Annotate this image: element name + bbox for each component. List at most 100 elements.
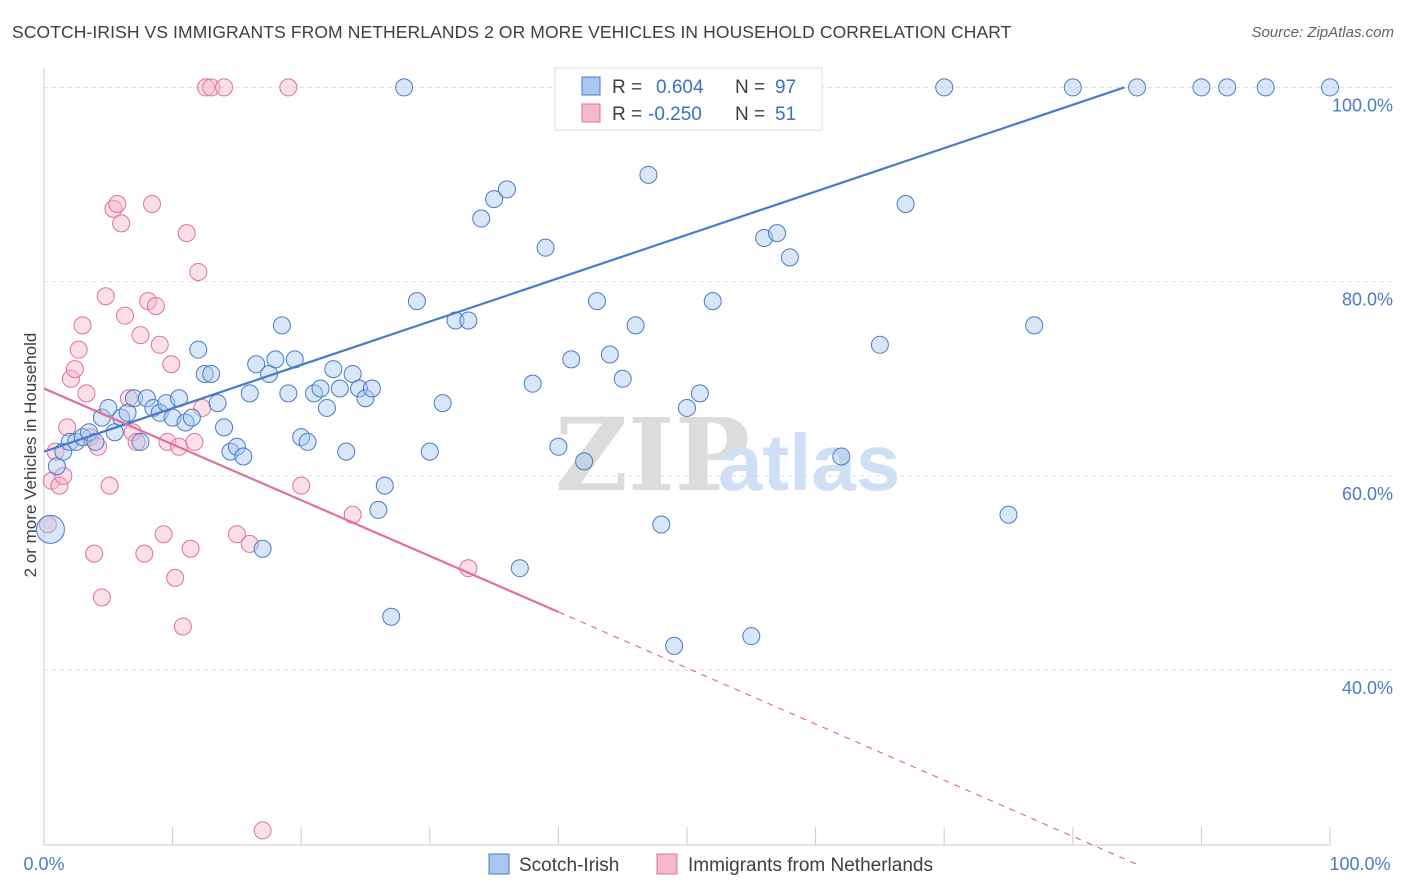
legend-r-label-blue: R = (612, 77, 642, 98)
y-tick-labels: 40.0% 60.0% 80.0% 100.0% (1332, 95, 1393, 698)
point-scotch-irish-74 (652, 515, 671, 534)
point-scotch-irish-49 (356, 389, 375, 408)
point-netherlands-5 (58, 418, 77, 437)
point-scotch-irish-23 (189, 340, 208, 359)
point-netherlands-13 (89, 437, 108, 456)
watermark-atlas: atlas (718, 418, 900, 507)
point-scotch-irish-67 (562, 350, 581, 369)
point-scotch-irish-52 (375, 476, 394, 495)
point-netherlands-20 (116, 306, 135, 325)
point-scotch-irish-59 (459, 311, 478, 330)
x-tick-label-100: 100.0% (1329, 854, 1390, 874)
legend-n-value-blue: 97 (775, 77, 796, 98)
point-scotch-irish-0 (35, 514, 65, 544)
x-tick-label-0: 0.0% (23, 854, 64, 874)
point-scotch-irish-51 (369, 500, 388, 519)
point-netherlands-15 (96, 287, 115, 306)
point-scotch-irish-24 (195, 364, 214, 383)
point-netherlands-9 (73, 316, 92, 335)
point-netherlands-48 (292, 476, 311, 495)
point-netherlands-10 (77, 384, 96, 403)
point-netherlands-37 (181, 539, 200, 558)
point-scotch-irish-72 (626, 316, 645, 335)
point-scotch-irish-83 (768, 224, 787, 243)
point-scotch-irish-43 (317, 398, 336, 417)
point-scotch-irish-29 (227, 437, 246, 456)
y-tick-label-40: 40.0% (1342, 678, 1393, 698)
point-netherlands-19 (112, 214, 131, 233)
point-netherlands-33 (166, 568, 185, 587)
point-netherlands-16 (100, 476, 119, 495)
point-scotch-irish-71 (613, 369, 632, 388)
point-scotch-irish-32 (247, 355, 266, 374)
point-netherlands-43 (215, 78, 234, 97)
legend-label-netherlands: Immigrants from Netherlands (688, 855, 933, 876)
point-scotch-irish-15 (137, 389, 156, 408)
series-netherlands-points (38, 78, 478, 840)
point-netherlands-24 (131, 326, 150, 345)
watermark-zip: ZIP (555, 396, 750, 514)
point-scotch-irish-55 (407, 292, 426, 311)
point-scotch-irish-54 (395, 78, 414, 97)
trend-line-scotch-irish (43, 86, 1125, 453)
point-scotch-irish-44 (324, 360, 343, 379)
point-netherlands-32 (162, 355, 181, 374)
point-scotch-irish-77 (690, 384, 709, 403)
series-legend: Scotch-Irish Immigrants from Netherlands (488, 853, 933, 876)
point-scotch-irish-37 (279, 384, 298, 403)
point-netherlands-30 (154, 525, 173, 544)
point-scotch-irish-81 (742, 627, 761, 646)
point-scotch-irish-6 (80, 423, 99, 442)
point-scotch-irish-26 (208, 394, 227, 413)
chart-title: SCOTCH-IRISH VS IMMIGRANTS FROM NETHERLA… (12, 22, 1012, 42)
point-netherlands-42 (202, 78, 221, 97)
point-scotch-irish-53 (382, 607, 401, 626)
point-scotch-irish-94 (1218, 78, 1237, 97)
point-scotch-irish-73 (639, 165, 658, 184)
point-scotch-irish-88 (935, 78, 954, 97)
point-scotch-irish-61 (485, 190, 504, 209)
watermark: ZIP atlas (555, 396, 900, 514)
point-netherlands-29 (150, 335, 169, 354)
point-netherlands-35 (173, 617, 192, 636)
point-scotch-irish-93 (1192, 78, 1211, 97)
legend-swatch-netherlands (656, 853, 678, 875)
point-scotch-irish-36 (272, 316, 291, 335)
point-scotch-irish-31 (240, 384, 259, 403)
legend-swatch-pink (581, 103, 601, 123)
point-scotch-irish-96 (1321, 78, 1339, 97)
point-scotch-irish-86 (870, 335, 889, 354)
legend-r-value-blue: 0.604 (656, 77, 704, 98)
point-scotch-irish-30 (234, 447, 253, 466)
source-label: Source: ZipAtlas.com (1251, 24, 1394, 41)
y-tick-label-100: 100.0% (1332, 95, 1393, 115)
point-netherlands-38 (185, 432, 204, 451)
point-scotch-irish-56 (420, 442, 439, 461)
point-scotch-irish-69 (587, 292, 606, 311)
trend-line-netherlands (43, 387, 559, 613)
point-scotch-irish-92 (1128, 78, 1147, 97)
point-netherlands-41 (197, 78, 216, 97)
point-netherlands-47 (279, 78, 298, 97)
point-netherlands-18 (108, 194, 127, 213)
point-scotch-irish-65 (536, 238, 555, 257)
x-ticks (43, 827, 1331, 845)
point-netherlands-44 (227, 525, 246, 544)
point-scotch-irish-33 (253, 539, 272, 558)
point-netherlands-12 (85, 544, 104, 563)
point-netherlands-23 (127, 432, 146, 451)
legend-n-label-blue: N = (735, 77, 765, 98)
point-scotch-irish-84 (780, 248, 799, 267)
point-scotch-irish-62 (497, 180, 516, 199)
point-scotch-irish-78 (703, 292, 722, 311)
point-netherlands-36 (177, 224, 196, 243)
grid-lines (44, 86, 1395, 671)
point-netherlands-8 (69, 340, 88, 359)
point-netherlands-46 (253, 821, 272, 840)
trend-line-netherlands-extension (558, 611, 1138, 865)
legend-swatch-scotch-irish (488, 853, 510, 875)
point-netherlands-39 (189, 262, 208, 281)
point-scotch-irish-87 (896, 194, 915, 213)
legend-r-value-pink: -0.250 (648, 104, 702, 125)
